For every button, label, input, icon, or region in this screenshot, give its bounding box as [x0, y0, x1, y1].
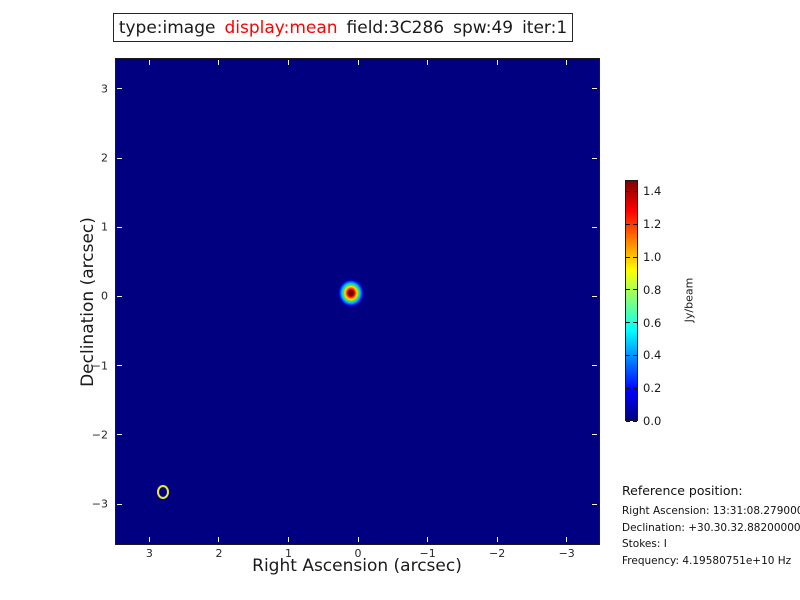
x-tick-label: 3 — [145, 547, 153, 560]
x-tick-mark — [496, 60, 498, 65]
y-tick-label: −2 — [91, 428, 108, 442]
colorbar-tick-label: 0.2 — [643, 381, 662, 396]
colorbar-tick-mark — [633, 322, 637, 324]
y-tick-label: −3 — [91, 497, 108, 511]
title-segment: iter:1 — [522, 17, 568, 38]
y-tick-mark — [117, 434, 122, 436]
colorbar-tick-mark — [633, 223, 637, 225]
x-tick-mark — [218, 537, 220, 542]
x-tick-mark — [357, 537, 359, 542]
colorbar — [625, 180, 638, 421]
x-tick-label: −2 — [489, 547, 506, 560]
y-tick-label: −1 — [91, 359, 108, 373]
source-blob — [337, 278, 366, 309]
colorbar-tick-label: 1.2 — [643, 217, 662, 232]
colorbar-tick-mark — [626, 223, 630, 225]
x-tick-mark — [427, 537, 429, 542]
x-tick-label: 1 — [284, 547, 292, 560]
y-tick-mark — [592, 88, 597, 90]
y-tick-mark — [117, 503, 122, 505]
colorbar-tick-label: 0.6 — [643, 315, 662, 330]
y-tick-label: 3 — [101, 82, 108, 96]
colorbar-tick-mark — [633, 289, 637, 291]
y-tick-label: 2 — [101, 151, 108, 165]
y-tick-mark — [592, 295, 597, 297]
x-tick-mark — [287, 60, 289, 65]
reference-heading: Reference position: — [622, 483, 743, 498]
colorbar-tick-mark — [626, 387, 630, 389]
colorbar-tick-label: 0.8 — [643, 282, 662, 297]
title-segment: field:3C286 — [346, 17, 445, 38]
x-axis-label: Right Ascension (arcsec) — [252, 556, 462, 576]
colorbar-tick-mark — [633, 256, 637, 258]
y-tick-mark — [592, 365, 597, 367]
colorbar-tick-label: 0.0 — [643, 414, 662, 428]
colorbar-tick-mark — [633, 420, 637, 422]
colorbar-tick-mark — [626, 322, 630, 324]
x-tick-label: 2 — [215, 547, 223, 560]
colorbar-tick-mark — [626, 289, 630, 291]
x-tick-mark — [496, 537, 498, 542]
y-tick-mark — [117, 88, 122, 90]
colorbar-tick-mark — [633, 354, 637, 356]
colorbar-unit-label: Jy/beam — [682, 277, 696, 323]
colorbar-tick-mark — [633, 190, 637, 192]
title-segment: display:mean — [224, 17, 338, 38]
colorbar-tick-label: 0.4 — [643, 348, 662, 363]
reference-position-block: Reference position: Right Ascension: 13:… — [622, 483, 800, 571]
y-tick-mark — [592, 157, 597, 159]
y-tick-mark — [117, 365, 122, 367]
y-tick-mark — [592, 434, 597, 436]
y-tick-label: 1 — [101, 220, 108, 234]
reference-stokes: Stokes: I — [622, 538, 667, 550]
colorbar-tick-label: 1.4 — [643, 184, 662, 199]
x-tick-mark — [218, 60, 220, 65]
y-tick-mark — [592, 503, 597, 505]
beam-ellipse-marker — [156, 484, 169, 499]
x-tick-label: 0 — [354, 547, 362, 560]
reference-ra: Right Ascension: 13:31:08.27900000 — [622, 505, 800, 517]
y-tick-label: 0 — [101, 289, 108, 303]
x-tick-mark — [566, 60, 568, 65]
reference-frequency: Frequency: 4.19580751e+10 Hz — [622, 554, 792, 567]
reference-dec: Declination: +30.30.32.88200000 — [622, 521, 800, 534]
x-tick-mark — [287, 537, 289, 542]
colorbar-tick-mark — [626, 354, 630, 356]
title-segment: spw:49 — [453, 17, 514, 38]
colorbar-tick-mark — [626, 256, 630, 258]
y-tick-mark — [117, 157, 122, 159]
x-tick-mark — [148, 60, 150, 65]
colorbar-tick-label: 1.0 — [643, 250, 662, 265]
x-tick-label: −3 — [558, 547, 575, 560]
colorbar-tick-mark — [626, 190, 630, 192]
x-tick-mark — [427, 60, 429, 65]
x-tick-mark — [357, 60, 359, 65]
x-tick-label: −1 — [419, 547, 436, 560]
title-segment: type:image — [118, 17, 216, 38]
y-tick-mark — [117, 226, 122, 228]
x-tick-mark — [148, 537, 150, 542]
colorbar-tick-mark — [626, 420, 630, 422]
y-tick-mark — [592, 226, 597, 228]
colorbar-tick-mark — [633, 387, 637, 389]
figure-title: type:image display:mean field:3C286 spw:49 i… — [113, 13, 573, 42]
y-tick-mark — [117, 295, 122, 297]
x-tick-mark — [566, 537, 568, 542]
